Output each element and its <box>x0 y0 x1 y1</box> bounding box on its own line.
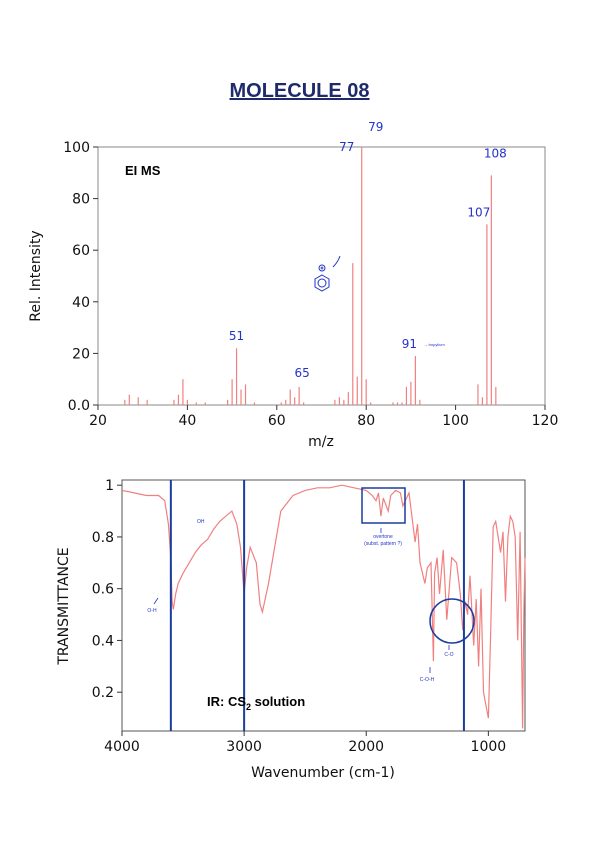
ir-y-tick-label: 0.2 <box>92 685 114 701</box>
overtone-region-box <box>361 487 406 524</box>
ms-peak-label: 51 <box>229 329 244 343</box>
ms-y-tick-label: 40 <box>72 295 90 311</box>
ms-title: EI MS <box>125 163 161 178</box>
ms-y-tick-label: 100 <box>63 140 90 156</box>
ms-peak-label: 77 <box>339 140 354 154</box>
ms-x-tick-label: 60 <box>268 413 286 429</box>
ir-title: IR: CS2 solution <box>207 694 305 712</box>
page-title: MOLECULE 08 <box>229 80 370 102</box>
ms-x-label: m/z <box>308 434 334 450</box>
ms-plot-frame <box>97 146 546 406</box>
ir-note-oh-arrow <box>153 597 159 605</box>
ms-y-label: Rel. Intensity <box>28 230 44 321</box>
ir-note-coh: C-O-H <box>420 677 435 683</box>
ir-x-tick-label: 4000 <box>104 739 140 755</box>
ir-x-label: Wavenumber (cm-1) <box>251 765 395 781</box>
fingerprint-circle <box>429 598 475 644</box>
ms-x-tick-label: 40 <box>178 413 196 429</box>
ir-x-tick-label: 3000 <box>226 739 262 755</box>
ir-note-overtone-1: overtone <box>373 534 393 540</box>
ir-y-tick-label: 0.4 <box>92 633 114 649</box>
ms-peak-label: 107 <box>467 205 490 219</box>
ir-note-co: C-O <box>444 652 453 658</box>
ms-x-tick-label: 120 <box>532 413 559 429</box>
ms-peak-label: 91 <box>402 337 417 351</box>
ir-y-tick-label: 0.6 <box>92 582 114 598</box>
ms-y-tick-label: 60 <box>72 243 90 259</box>
ms-x-tick-label: 100 <box>442 413 469 429</box>
ir-note-overtone-2: (subst. pattern ?) <box>364 541 402 547</box>
ir-y-label: TRANSMITTANCE <box>56 547 72 665</box>
ms-y-tick-label: 0.0 <box>68 398 90 414</box>
ir-y-tick-label: 1 <box>105 478 114 494</box>
ms-x-tick-label: 80 <box>357 413 375 429</box>
ir-y-tick-label: 0.8 <box>92 530 114 546</box>
ms-peak-label: 79 <box>368 120 383 134</box>
ms-y-tick-label: 20 <box>72 346 90 362</box>
ir-spectrum-line <box>121 484 526 729</box>
phenyl-cation-icon <box>314 255 341 292</box>
ir-note-oh: O-H <box>147 608 157 614</box>
ms-peak-note: → tropylium <box>423 342 445 347</box>
ms-y-tick-label: 80 <box>72 192 90 208</box>
ir-x-tick-label: 1000 <box>471 739 507 755</box>
ir-plot-frame <box>121 479 526 732</box>
ir-x-tick-label: 2000 <box>348 739 384 755</box>
ir-note-oh-side: OH <box>197 519 205 525</box>
ms-peak-label: 108 <box>484 146 507 160</box>
ms-peak-label: 65 <box>295 366 310 380</box>
ms-x-tick-label: 20 <box>89 413 107 429</box>
